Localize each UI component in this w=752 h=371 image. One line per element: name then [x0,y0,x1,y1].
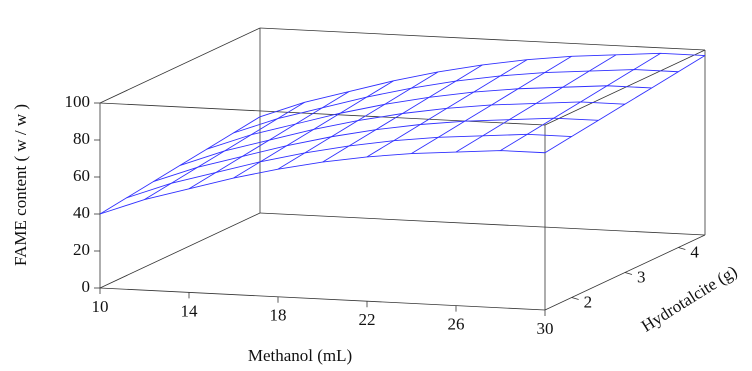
box-edge [544,49,706,126]
surface-column [455,54,617,153]
x-tick-label: 14 [181,301,199,320]
y-tick-label: 2 [584,292,593,311]
z-tick-label: 20 [73,240,90,259]
y-tick-label: 3 [637,267,646,286]
x-axis-label: Methanol (mL) [248,346,352,365]
box-edge [99,27,261,104]
surface-column [144,101,305,200]
x-tick-label: 30 [537,319,554,338]
box-edge [259,212,706,236]
z-tick-label: 100 [65,92,91,111]
surface-column [366,59,528,158]
z-tick-label: 0 [82,277,91,296]
y-tick [571,297,579,300]
x-tick-label: 18 [270,306,287,325]
surface-column [188,91,350,190]
y-tick-label: 4 [690,242,699,261]
x-tick-label: 26 [448,315,465,334]
surface-column [99,116,261,215]
box-edge [259,27,706,51]
surface-column [500,52,661,151]
surface-column [277,71,439,170]
surface-row [206,85,652,150]
surface-column [411,55,572,154]
surface-row [233,69,679,134]
surface-column [322,64,483,163]
surface-column [544,55,706,154]
x-tick-label: 22 [359,310,376,329]
z-tick-label: 60 [73,166,90,185]
z-axis-label: FAME content ( w / w ) [11,104,30,266]
surface-row [99,150,546,215]
surface-row [179,101,626,166]
surface-row [153,117,599,183]
box-edge [99,212,261,289]
y-tick [624,272,633,275]
z-tick-label: 40 [73,203,90,222]
y-tick [678,247,686,250]
z-tick-label: 80 [73,129,90,148]
surface-row [126,133,572,199]
box-edge [99,287,546,311]
surface-row [259,52,706,118]
x-tick-label: 10 [92,297,109,316]
surface-column [233,80,394,179]
y-axis-label: Hydrotalcite (g) [638,262,741,336]
